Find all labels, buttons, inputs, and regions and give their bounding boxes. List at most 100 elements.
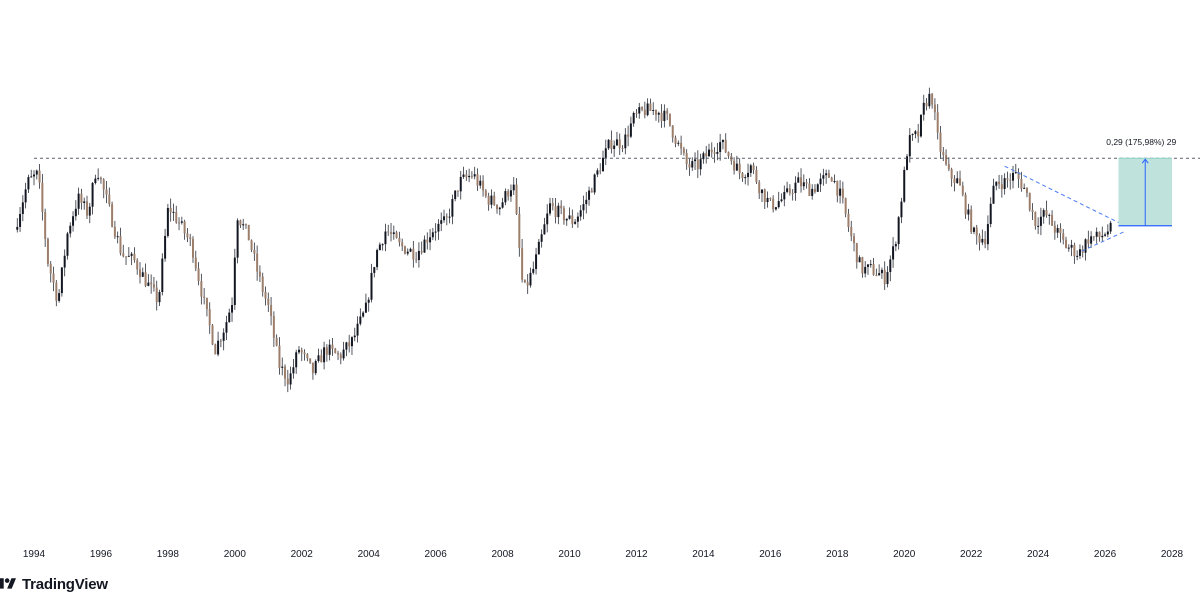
x-tick-label: 2022 (960, 549, 983, 560)
candle-body (1104, 234, 1107, 236)
candle-body (484, 190, 487, 196)
candle-body (794, 182, 797, 194)
candle-body (77, 193, 80, 209)
candle-body (1012, 172, 1015, 181)
candle-body (172, 211, 175, 213)
candle-body (978, 235, 981, 243)
candlestick-series (16, 87, 1112, 393)
candle-body (568, 215, 571, 219)
candle-body (175, 211, 178, 223)
candle-body (878, 273, 881, 276)
candle-body (875, 274, 878, 276)
candle-body (607, 139, 610, 149)
candle-body (624, 134, 627, 149)
candle-body (866, 264, 869, 267)
candle-body (311, 362, 314, 374)
candle-body (203, 296, 206, 298)
candle-body (507, 191, 510, 197)
candle-body (509, 190, 512, 197)
candle-body (540, 234, 543, 242)
candle-body (529, 272, 532, 286)
candle-body (755, 169, 758, 183)
candle-body (950, 169, 953, 179)
candle-body (119, 236, 122, 254)
candle-body (217, 340, 220, 355)
candle-body (451, 199, 454, 217)
candle-body (638, 107, 641, 114)
candle-body (512, 184, 515, 191)
tradingview-brand[interactable]: TradingView (0, 568, 108, 600)
descending-channel[interactable] (1004, 165, 1126, 252)
candle-body (749, 165, 752, 173)
candle-body (1045, 210, 1048, 216)
candle-body (939, 132, 942, 152)
candle-body (984, 238, 987, 245)
candle-body (275, 337, 278, 346)
candle-body (1059, 228, 1062, 234)
candle-body (370, 272, 373, 300)
candle-body (1109, 222, 1112, 232)
candle-body (1067, 247, 1070, 249)
candle-body (350, 337, 353, 347)
candle-body (403, 246, 406, 254)
candle-body (719, 142, 722, 152)
candle-body (596, 170, 599, 175)
candle-body (713, 152, 716, 154)
price-range-measure[interactable]: 0,29 (175,98%) 29 (1106, 137, 1176, 227)
candle-body (562, 208, 565, 221)
candle-body (99, 177, 102, 180)
candle-body (660, 112, 663, 121)
candle-body (334, 348, 337, 354)
candle-body (108, 194, 111, 205)
candle-body (194, 257, 197, 269)
candle-body (459, 176, 462, 192)
candle-body (998, 181, 1001, 185)
candle-body (961, 185, 964, 195)
candle-body (443, 216, 446, 221)
candle-body (788, 188, 791, 193)
candle-body (80, 193, 83, 204)
x-tick-label: 2020 (893, 549, 916, 560)
candle-body (501, 202, 504, 208)
candle-body (228, 312, 231, 323)
candle-body (839, 188, 842, 196)
candle-body (320, 355, 323, 363)
candle-body (992, 185, 995, 204)
candle-body (417, 250, 420, 261)
candle-body (1003, 178, 1006, 190)
candle-body (551, 203, 554, 207)
candle-body (777, 201, 780, 208)
candle-body (133, 253, 136, 261)
candle-body (85, 201, 88, 216)
candle-body (880, 269, 883, 274)
candle-body (1025, 187, 1028, 193)
candle-body (691, 161, 694, 168)
candle-body (261, 276, 264, 292)
candle-body (113, 226, 116, 237)
candle-body (543, 224, 546, 235)
candle-body (493, 195, 496, 205)
x-tick-label: 2024 (1027, 549, 1050, 560)
candle-body (858, 257, 861, 263)
candle-body (696, 159, 699, 170)
candle-body (975, 227, 978, 236)
candle-body (152, 284, 155, 288)
candle-body (353, 335, 356, 338)
candle-body (406, 251, 409, 254)
candle-body (752, 165, 755, 170)
candle-body (864, 266, 867, 274)
candle-body (721, 139, 724, 143)
candle-body (758, 182, 761, 194)
candle-body (618, 139, 621, 148)
candle-body (295, 352, 298, 368)
candle-body (125, 256, 128, 258)
candle-body (186, 233, 189, 238)
channel-lower-line[interactable] (1081, 230, 1126, 252)
candle-body (141, 272, 144, 277)
channel-upper-line[interactable] (1004, 165, 1126, 227)
candle-body (967, 209, 970, 215)
candle-body (632, 112, 635, 124)
candle-body (917, 131, 920, 137)
candle-body (278, 345, 281, 368)
